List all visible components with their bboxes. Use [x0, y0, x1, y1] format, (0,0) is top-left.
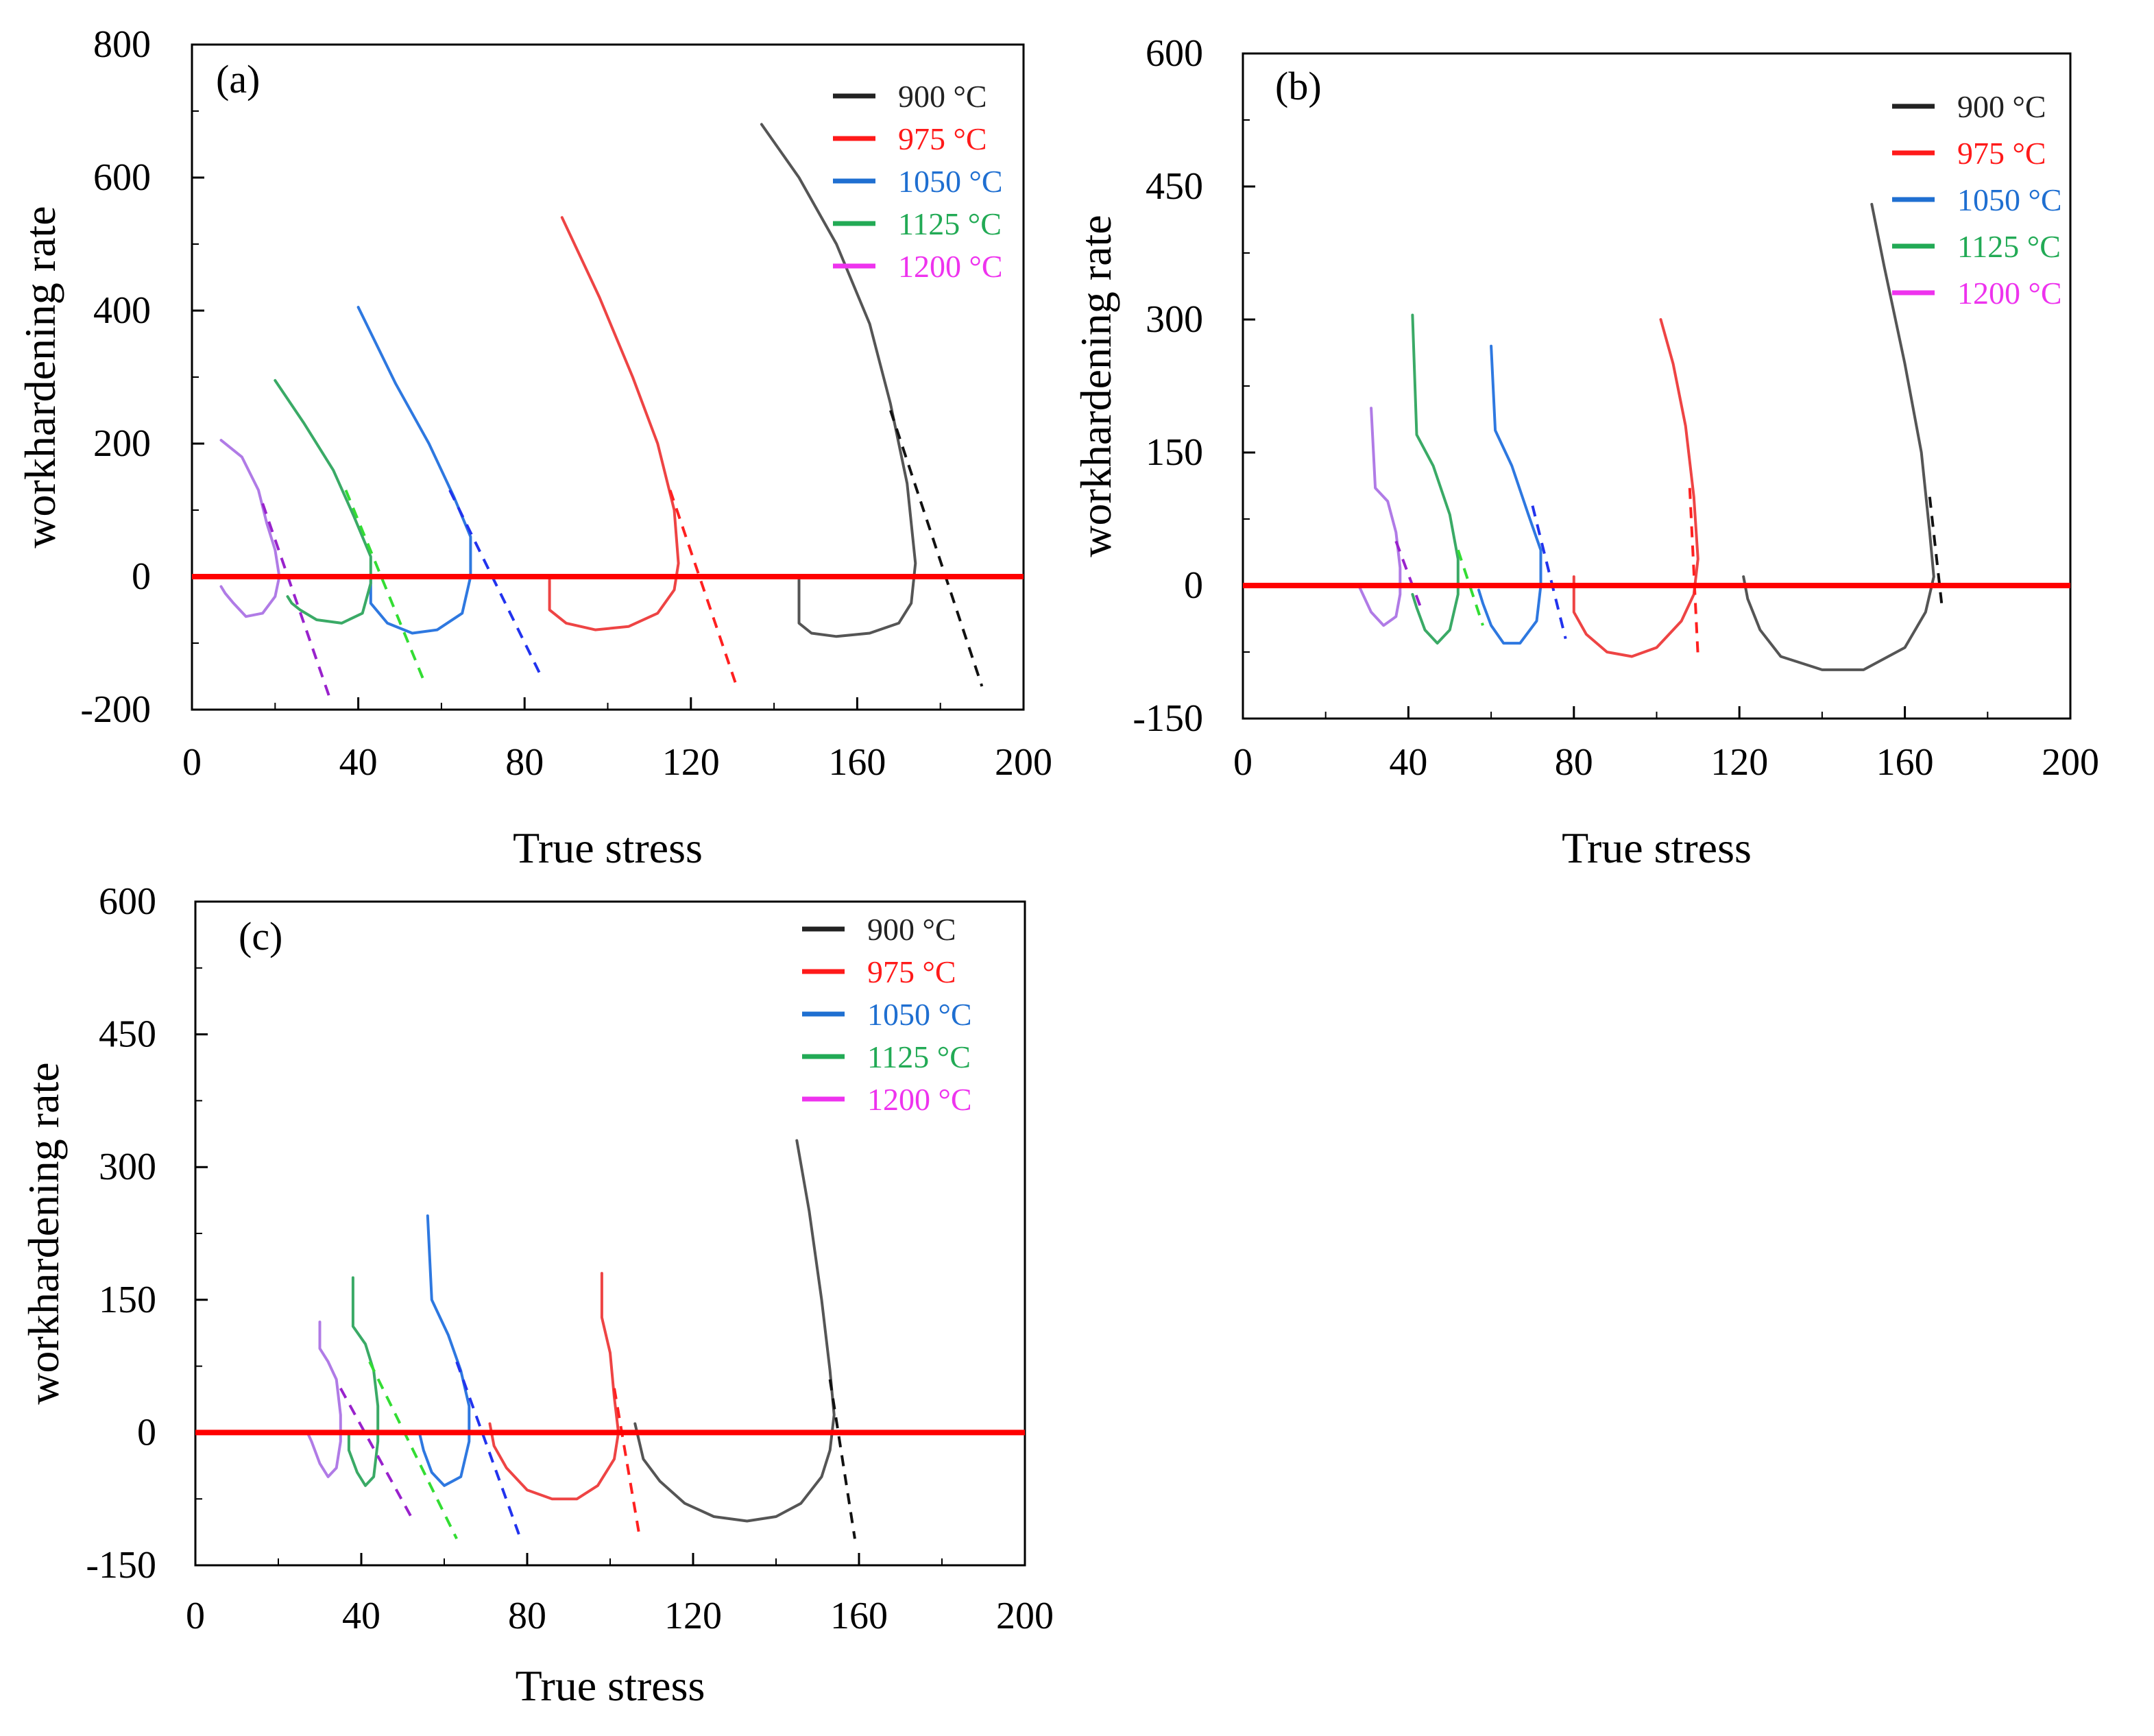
- y-tick-label: 400: [93, 289, 151, 332]
- x-axis-title: True stress: [516, 1661, 705, 1710]
- x-tick-label: 40: [339, 741, 378, 784]
- x-tick-label: 200: [996, 1595, 1054, 1637]
- y-tick-label: -200: [80, 688, 151, 731]
- legend-label-1050: 1050 °C: [1957, 182, 2062, 217]
- chart-panel-c: 0 40 80 120 160 200 -150 0 150 300 450 600 True stre…: [19, 880, 1054, 1710]
- y-tick-label: 600: [1146, 32, 1203, 75]
- x-tick-label: 120: [1710, 741, 1768, 784]
- x-tick-label: 40: [342, 1595, 380, 1637]
- series-curve-900: [1742, 202, 1935, 671]
- series-curve-1050: [356, 306, 472, 635]
- y-tick-label: 300: [1146, 298, 1203, 341]
- tangent-line-900: [889, 409, 984, 687]
- y-tick-label: 600: [99, 880, 156, 923]
- series-curve-1125: [1411, 313, 1460, 645]
- legend-label-1050: 1050 °C: [898, 164, 1003, 199]
- tangent-line-1050: [448, 490, 543, 677]
- tangent-line-1200: [261, 503, 331, 697]
- tangent-line-975: [668, 490, 738, 687]
- x-tick-label: 120: [664, 1595, 722, 1637]
- legend-label-1050: 1050 °C: [867, 997, 972, 1032]
- panel-label: (c): [239, 914, 282, 959]
- y-axis-title: workhardening rate: [16, 206, 64, 548]
- legend-label-975: 975 °C: [1957, 136, 2046, 171]
- chart-panel-b: 0 40 80 120 160 200 -150 0 150 300 450 600 True stre…: [1072, 32, 2099, 872]
- legend-label-1200: 1200 °C: [898, 249, 1003, 284]
- legend-label-900: 900 °C: [898, 79, 987, 114]
- y-tick-label: 300: [99, 1146, 156, 1188]
- legend-label-975: 975 °C: [867, 954, 956, 989]
- legend-label-1200: 1200 °C: [867, 1082, 972, 1117]
- x-tick-label: 0: [182, 741, 202, 784]
- x-tick-label: 160: [1876, 741, 1934, 784]
- y-tick-label: -150: [1133, 697, 1203, 740]
- tangent-line-975: [1688, 487, 1699, 657]
- x-tick-label: 160: [830, 1595, 888, 1637]
- y-axis-title: workhardening rate: [1072, 215, 1120, 557]
- series-curve-975: [548, 216, 680, 631]
- series-curve-975: [488, 1272, 620, 1501]
- tangent-line-1125: [368, 1361, 458, 1540]
- legend-label-900: 900 °C: [1957, 89, 2046, 124]
- series-curve-900: [633, 1139, 836, 1523]
- series-curve-1200: [219, 439, 281, 618]
- legend-label-900: 900 °C: [867, 912, 956, 947]
- series-curve-1050: [418, 1214, 471, 1487]
- panel-label: (a): [216, 57, 260, 101]
- tangent-line-1200: [1394, 540, 1423, 609]
- legend-label-1125: 1125 °C: [898, 206, 1002, 241]
- x-tick-label: 200: [2042, 741, 2099, 784]
- chart-panel-a: 0 40 80 120 160 200 -200 0 200 400 600 800 True stre…: [16, 23, 1052, 872]
- tangent-line-900: [828, 1379, 856, 1539]
- tangent-line-1125: [344, 490, 426, 684]
- series-curve-1125: [347, 1276, 380, 1487]
- y-tick-label: -150: [86, 1544, 156, 1587]
- y-tick-label: 150: [1146, 431, 1203, 474]
- x-tick-label: 80: [508, 1595, 546, 1637]
- y-tick-label: 600: [93, 156, 151, 199]
- x-tick-label: 0: [186, 1595, 205, 1637]
- tangent-line-1050: [1531, 505, 1567, 640]
- legend-label-975: 975 °C: [898, 121, 987, 156]
- y-tick-label: 0: [137, 1411, 156, 1454]
- x-tick-label: 120: [662, 741, 720, 784]
- series-curve-1200: [306, 1321, 342, 1478]
- tangent-line-1200: [339, 1387, 413, 1517]
- series-curve-900: [760, 123, 917, 638]
- x-tick-label: 80: [1555, 741, 1593, 784]
- x-tick-label: 80: [505, 741, 544, 784]
- y-tick-label: 450: [99, 1013, 156, 1056]
- y-tick-label: 0: [132, 555, 151, 598]
- series-curve-1125: [274, 378, 372, 625]
- series-curve-1200: [1357, 407, 1402, 627]
- series-curve-1050: [1477, 344, 1542, 645]
- y-tick-label: 150: [99, 1279, 156, 1321]
- x-tick-label: 160: [828, 741, 886, 784]
- tangent-line-975: [613, 1388, 641, 1535]
- x-tick-label: 40: [1389, 741, 1427, 784]
- legend-label-1125: 1125 °C: [1957, 229, 2061, 264]
- x-axis-title: True stress: [1562, 823, 1752, 872]
- y-tick-label: 200: [93, 422, 151, 465]
- y-tick-label: 0: [1184, 564, 1203, 607]
- y-tick-label: 450: [1146, 165, 1203, 208]
- legend-label-1200: 1200 °C: [1957, 276, 2062, 311]
- x-tick-label: 0: [1233, 741, 1253, 784]
- series-curve-975: [1572, 318, 1699, 658]
- y-axis-title: workhardening rate: [19, 1062, 68, 1404]
- x-axis-title: True stress: [513, 823, 703, 872]
- x-tick-label: 200: [995, 741, 1052, 784]
- panel-label: (b): [1275, 64, 1322, 108]
- y-tick-label: 800: [93, 23, 151, 66]
- legend-label-1125: 1125 °C: [867, 1039, 971, 1074]
